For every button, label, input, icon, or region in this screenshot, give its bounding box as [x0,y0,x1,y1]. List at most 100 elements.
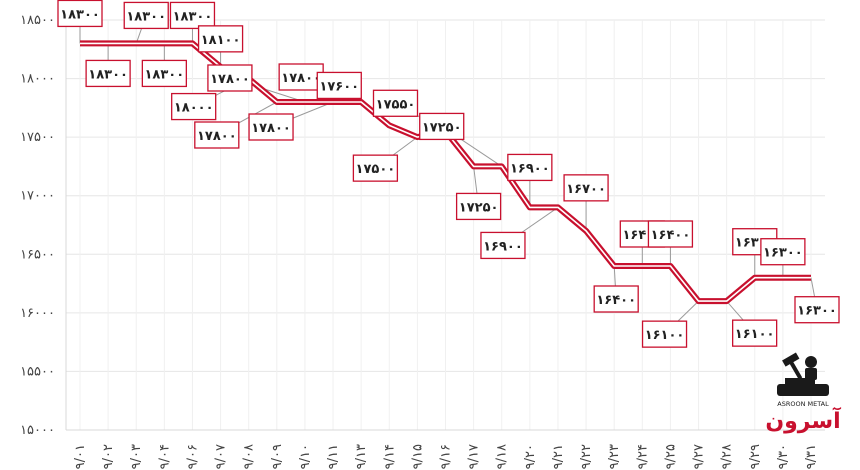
label-leaders [79,13,818,335]
grid-lines [66,19,825,431]
x-tick-label: ۹/۲۵ [663,444,678,469]
data-label-box [419,112,465,141]
data-label-text: ۱۸۳۰۰ [88,67,128,82]
data-label-box [316,71,362,100]
data-label: ۱۶۳۰۰ [760,238,806,266]
data-label: ۱۶۱۰۰ [732,319,778,347]
y-tick-label: ۱۵۵۰۰ [20,364,55,379]
data-label: ۱۶۱۰۰ [641,320,688,348]
data-label: ۱۷۵۵۰ [372,89,419,117]
x-tick-label: ۹/۰۶ [185,444,200,469]
data-label: ۱۶۳۰۰ [794,296,840,324]
x-tick-label: ۹/۰۳ [129,444,144,469]
y-tick-label: ۱۸۵۰۰ [20,13,55,28]
data-label-box [123,1,169,30]
x-tick-label: ۹/۲۲ [579,444,594,469]
data-label-box [248,113,294,141]
data-label-box [57,0,103,28]
data-labels: ۱۸۳۰۰ ۱۸۳۰۰ ۱۸۳۰۰ ۱۸۳۰۰ ۱۸۳۰۰ ۱۸۱۰۰ ۱۸۰۰۰ ۱۷۸۰۰… [57,0,840,348]
x-tick-label: ۹/۱۵ [410,444,425,469]
data-label-text: ۱۶۴۰۰ [651,228,691,243]
y-tick-label: ۱۵۰۰۰ [20,423,55,438]
data-label-box [641,320,688,348]
data-label-box [455,192,502,221]
data-label: ۱۸۳۰۰ [169,1,216,30]
x-tick-label: ۹/۱۸ [495,444,510,469]
data-label-box [352,154,399,182]
data-label-text: ۱۷۲۵۰ [422,120,462,135]
data-label: ۱۸۳۰۰ [57,0,103,28]
x-tick-label: ۹/۰۱ [73,444,88,469]
data-label-box [194,121,240,149]
data-label-text: ۱۶۳۰۰ [763,246,803,261]
data-label: ۱۶۹۰۰ [507,153,553,182]
anvil-hammer-icon [777,352,829,396]
x-tick-label: ۹/۳۱ [804,444,819,469]
data-label-text: ۱۶۹۰۰ [510,161,550,176]
data-label: ۱۷۶۰۰ [316,71,362,100]
data-label-text: ۱۷۶۰۰ [319,79,359,94]
data-label-box [760,238,806,266]
data-label-text: ۱۶۱۰۰ [735,327,775,342]
data-label: ۱۷۸۰۰ [248,113,294,141]
logo-caption: ASROON METAL [777,400,829,408]
data-label-text: ۱۸۰۰۰ [174,101,214,116]
x-axis: ۹/۰۱ ۹/۰۲ ۹/۰۳ ۹/۰۴ ۹/۰۶ ۹/۰۷ ۹/۰۸ ۹/۰۹ ۹/۱۰ ۹/۱۱… [66,429,825,469]
data-label-text: ۱۸۳۰۰ [60,7,100,22]
x-tick-label: ۹/۲۰ [523,444,538,469]
x-tick-label: ۹/۰۷ [214,444,229,469]
data-label: ۱۷۸۰۰ [278,63,324,91]
x-tick-label: ۹/۲۴ [635,444,650,469]
y-tick-label: ۱۸۰۰۰ [20,72,55,87]
data-label-text: ۱۷۸۰۰ [197,129,237,144]
data-label: ۱۸۰۰۰ [171,92,217,121]
x-tick-label: ۹/۳۰ [776,444,791,469]
data-label: ۱۸۳۰۰ [85,59,131,88]
x-tick-label: ۹/۱۶ [439,444,454,469]
data-label: ۱۶۹۰۰ [480,231,526,260]
data-label-text: ۱۶۱۰۰ [645,328,685,343]
x-tick-label: ۹/۲۸ [720,444,735,469]
x-tick-label: ۹/۰۴ [157,444,172,469]
data-label-box [593,285,639,313]
data-label: ۱۷۲۵۰ [455,192,502,221]
data-label: ۱۶۷۰۰ [563,174,609,202]
data-label-text: ۱۸۱۰۰ [201,33,241,48]
x-tick-label: ۹/۱۰ [298,444,313,469]
data-label-text: ۱۸۳۰۰ [126,9,166,24]
data-label: ۱۶۴۰۰ [593,285,639,313]
data-label-box [207,64,253,92]
x-tick-label: ۹/۱۱ [326,444,341,469]
data-label-text: ۱۷۸۰۰ [281,71,321,86]
data-label-box [169,1,216,30]
x-tick-label: ۹/۱۳ [354,444,369,469]
data-label-box [85,59,131,88]
data-label-box [507,153,553,182]
x-tick-label: ۹/۱۷ [467,444,482,469]
data-label-text: ۱۷۲۵۰ [459,200,499,215]
data-label: ۱۷۸۰۰ [207,64,253,92]
x-tick-label: ۹/۱۴ [382,444,397,469]
data-label-box [563,174,609,202]
data-label: ۱۶۴۰۰ [647,220,694,248]
x-tick-label: ۹/۲۳ [607,444,622,469]
logo-wordmark: آسرون [765,406,841,434]
x-tick-label: ۹/۲۱ [551,444,566,469]
data-label-box [794,296,840,324]
x-tick-label: ۹/۰۹ [270,444,285,469]
y-tick-label: ۱۶۰۰۰ [20,306,55,321]
data-label-box [171,92,217,121]
data-label-text: ۱۸۳۰۰ [173,9,213,24]
data-label-box [141,59,187,88]
data-label-text: ۱۶۷۰۰ [566,182,606,197]
data-label-text: ۱۶۴۰۰ [596,293,636,308]
data-label-box [480,231,526,260]
data-label-text: ۱۷۸۰۰ [210,72,250,87]
y-tick-label: ۱۷۵۰۰ [20,130,55,145]
data-label: ۱۷۲۵۰ [419,112,465,141]
data-label: ۱۸۳۰۰ [123,1,169,30]
data-label-box [372,89,419,117]
x-tick-label: ۹/۲۷ [692,444,707,469]
x-tick-label: ۹/۰۲ [101,444,116,469]
